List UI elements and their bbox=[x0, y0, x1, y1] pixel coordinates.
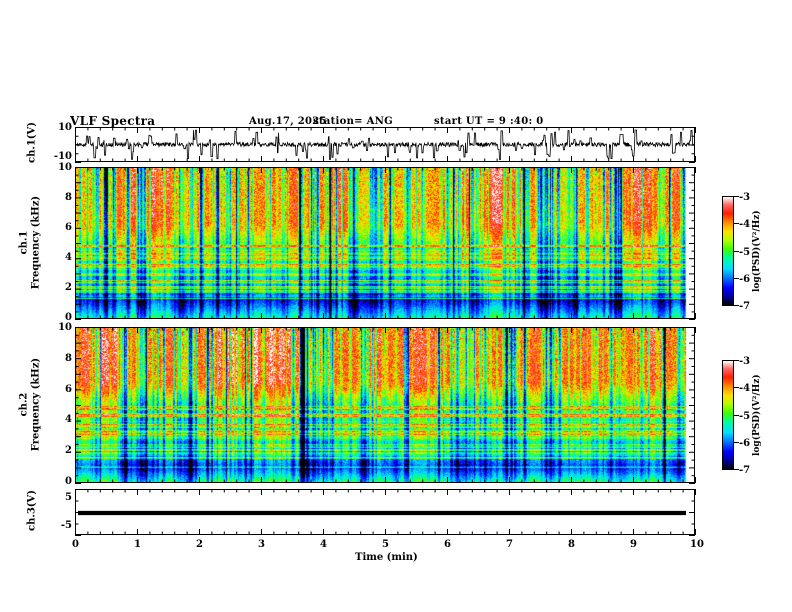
ch2-freq-ytick-10: 10 bbox=[58, 322, 72, 333]
ch1-voltage-axis-label: ch.1(V) bbox=[26, 121, 38, 164]
ch1-freq-ytick-2: 2 bbox=[65, 282, 72, 293]
ch1-ytick-neg10: -10 bbox=[53, 151, 72, 162]
ch3-waveform bbox=[78, 510, 686, 516]
colorbar-ch2-ticks bbox=[734, 360, 739, 470]
ch2-freq-ytick-6: 6 bbox=[65, 384, 72, 395]
xtick-10: 10 bbox=[690, 539, 704, 550]
colorbar-ch2-tick-neg4: -4 bbox=[739, 383, 751, 394]
ch2-frequency-axis-label: Frequency (kHz) bbox=[30, 357, 42, 452]
xtick-7: 7 bbox=[506, 539, 513, 550]
ch1-freq-ytick-0: 0 bbox=[65, 312, 72, 323]
xtick-8: 8 bbox=[568, 539, 575, 550]
ch2-freq-ytick-4: 4 bbox=[65, 414, 72, 425]
colorbar-ch2-tick-neg3: -3 bbox=[739, 356, 751, 367]
ch1-freq-ytick-10: 10 bbox=[58, 162, 72, 173]
ch1-waveform bbox=[76, 129, 694, 160]
colorbar-ch1-tick-neg6: -6 bbox=[739, 274, 751, 285]
colorbar-ch1-tick-neg7: -7 bbox=[739, 301, 751, 312]
x-axis-label: Time (min) bbox=[355, 552, 418, 563]
header-station: station= ANG bbox=[313, 116, 393, 127]
panel-ch2-spectrogram bbox=[75, 327, 695, 483]
ch1-freq-ytick-6: 6 bbox=[65, 222, 72, 233]
xtick-6: 6 bbox=[444, 539, 451, 550]
colorbar-ch2-tick-neg5: -5 bbox=[739, 411, 751, 422]
ch2-freq-ytick-2: 2 bbox=[65, 445, 72, 456]
colorbar-ch2-tick-neg6: -6 bbox=[739, 438, 751, 449]
colorbar-ch2-label: log(PSD)(V²/Hz) bbox=[752, 374, 762, 456]
xtick-5: 5 bbox=[382, 539, 389, 550]
xtick-0: 0 bbox=[72, 539, 79, 550]
ch1-channel-label: ch.1 bbox=[18, 230, 30, 255]
ch2-freq-ytick-0: 0 bbox=[65, 476, 72, 487]
xtick-2: 2 bbox=[196, 539, 203, 550]
ch2-spectrogram-image bbox=[76, 328, 694, 482]
colorbar-ch1-tick-neg3: -3 bbox=[739, 192, 751, 203]
xtick-1: 1 bbox=[134, 539, 141, 550]
ch1-freq-ytick-4: 4 bbox=[65, 252, 72, 263]
ch1-freq-ytick-8: 8 bbox=[65, 192, 72, 203]
ch1-ytick-10: 10 bbox=[58, 122, 72, 133]
page-title: VLF Spectra bbox=[70, 114, 156, 128]
colorbar-ch1-ticks bbox=[734, 196, 739, 306]
ch1-frequency-axis-label: Frequency (kHz) bbox=[30, 195, 42, 290]
ch3-voltage-axis-label: ch.3(V) bbox=[26, 489, 38, 532]
colorbar-ch1-label: log(PSD)(V²/Hz) bbox=[752, 210, 762, 292]
xtick-4: 4 bbox=[320, 539, 327, 550]
ch2-freq-ytick-8: 8 bbox=[65, 353, 72, 364]
header-date: Aug.17, 2025 bbox=[249, 116, 327, 127]
header-start-ut: start UT = 9 :40: 0 bbox=[434, 116, 544, 127]
panel-ch3-voltage bbox=[75, 489, 695, 535]
colorbar-ch1-tick-neg5: -5 bbox=[739, 247, 751, 258]
colorbar-ch1-tick-neg4: -4 bbox=[739, 219, 751, 230]
panel-ch1-voltage bbox=[75, 127, 695, 162]
xtick-3: 3 bbox=[258, 539, 265, 550]
ch3-ytick-5: 5 bbox=[65, 492, 72, 503]
panel-ch1-spectrogram bbox=[75, 167, 695, 319]
colorbar-ch2-tick-neg7: -7 bbox=[739, 465, 751, 476]
ch3-ytick-neg5: -5 bbox=[60, 520, 72, 531]
colorbar-ch1 bbox=[722, 196, 734, 306]
colorbar-ch2 bbox=[722, 360, 734, 470]
ch2-channel-label: ch.2 bbox=[18, 392, 30, 417]
xtick-9: 9 bbox=[630, 539, 637, 550]
ch1-spectrogram-image bbox=[76, 168, 694, 318]
